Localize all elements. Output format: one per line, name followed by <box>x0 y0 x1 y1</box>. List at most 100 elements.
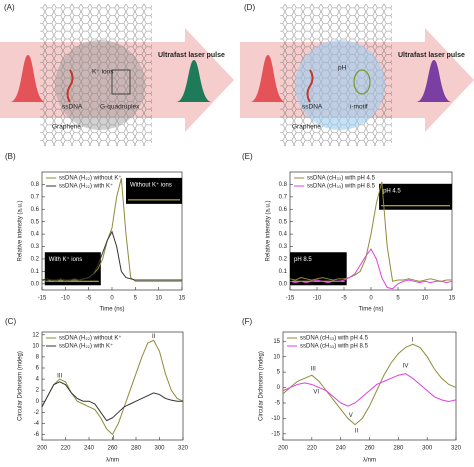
inset-label: pH 4.5 <box>383 188 401 194</box>
x-tick-label: 280 <box>131 446 142 452</box>
y-axis-label: Circular Dichroism (mdeg) <box>18 351 24 421</box>
x-tick-label: 10 <box>422 296 429 302</box>
legend-label: ssDNA (cH₃₃) with pH 8.5 <box>300 344 369 350</box>
x-axis-label: Time (ns) <box>99 307 124 313</box>
x-axis-label: λ/nm <box>106 458 119 464</box>
y-tick-label: 15 <box>273 339 280 345</box>
y-tick-label: 2 <box>36 388 40 394</box>
y-tick-label: 0 <box>36 399 40 405</box>
ssdna-strand <box>306 69 314 103</box>
panel-label: (F) <box>242 317 253 326</box>
y-tick-label: 0.4 <box>31 232 40 238</box>
y-tick-label: -15 <box>271 431 280 437</box>
ion-label: K⁺ ions <box>92 69 114 76</box>
x-tick-label: -15 <box>286 296 295 302</box>
x-tick-label: 5 <box>396 296 400 302</box>
y-tick-label: 0.6 <box>279 207 288 213</box>
y-tick-label: 8 <box>36 355 40 361</box>
x-tick-label: 5 <box>134 296 138 302</box>
ssdna-strand <box>66 69 74 103</box>
y-tick-label: 0.5 <box>31 219 40 225</box>
diagram-d: (D) pH ssDNA i-motif Graphene Ultrafast … <box>240 3 474 146</box>
laser-label: Ultrafast laser pulse <box>158 52 225 59</box>
legend-label: ssDNA (cH₃₃) with pH 4.5 <box>300 336 369 342</box>
y-tick-label: 0.5 <box>279 219 288 225</box>
series-line <box>289 181 452 282</box>
x-tick-label: 260 <box>364 446 375 452</box>
y-axis-label: Relative intensity (a.u.) <box>18 200 24 261</box>
x-tick-label: 15 <box>179 296 186 302</box>
peak-label: I <box>113 435 115 441</box>
y-tick-label: 10 <box>273 354 280 360</box>
ssdna-label: ssDNA <box>62 104 83 111</box>
legend-label: ssDNA (cH₃₃) with pH 4.5 <box>307 176 376 182</box>
y-axis-label: Circular Dichroism (mdeg) <box>259 351 265 421</box>
legend-label: ssDNA (cH₃₃) with pH 8.5 <box>307 184 376 190</box>
graphene-label: Graphene <box>292 124 321 131</box>
x-tick-label: 15 <box>449 296 456 302</box>
peak-label: III <box>57 373 62 379</box>
x-tick-label: 200 <box>278 446 289 452</box>
x-tick-label: 200 <box>37 446 48 452</box>
x-tick-label: -5 <box>341 296 347 302</box>
y-tick-label: 6 <box>36 366 40 372</box>
x-tick-label: 220 <box>60 446 71 452</box>
x-tick-label: 0 <box>110 296 114 302</box>
series-line <box>282 373 457 407</box>
x-axis-label: Time (ns) <box>358 307 383 313</box>
inset-label: Without K⁺ ions <box>130 181 172 188</box>
peak-label: II <box>152 334 156 340</box>
x-tick-label: 320 <box>178 446 189 452</box>
i-motif-shape <box>353 69 371 95</box>
y-tick-label: 0.3 <box>31 244 40 250</box>
panel-label: (E) <box>242 152 253 161</box>
panel-label: (D) <box>244 3 255 12</box>
peak-label: V <box>349 413 353 419</box>
y-tick-label: -10 <box>271 416 280 422</box>
graphene-lattice <box>40 4 152 146</box>
x-tick-label: 260 <box>107 446 118 452</box>
y-tick-label: 0.2 <box>279 257 288 263</box>
inset-label: pH 8.5 <box>294 257 312 263</box>
peak-label: I <box>412 337 414 343</box>
series-line <box>41 339 184 436</box>
inset-image <box>290 252 347 286</box>
y-tick-label: 10 <box>32 343 39 349</box>
y-tick-label: -4 <box>34 421 40 427</box>
x-tick-label: 10 <box>155 296 162 302</box>
laser-label: Ultrafast laser pulse <box>398 52 465 59</box>
output-pulse <box>416 60 452 102</box>
y-tick-label: -5 <box>275 401 281 407</box>
y-tick-label: 12 <box>32 332 39 338</box>
peak-label: III <box>311 367 316 373</box>
y-tick-label: 0.8 <box>279 182 288 188</box>
x-tick-label: 280 <box>393 446 404 452</box>
peak-label: IV <box>403 364 409 370</box>
structure-label: i-motif <box>350 104 368 111</box>
output-pulse <box>176 60 212 102</box>
graphene-label: Graphene <box>52 124 81 131</box>
inset-label: With K⁺ ions <box>49 256 83 263</box>
x-tick-label: 240 <box>84 446 95 452</box>
y-tick-label: 0.2 <box>31 257 40 263</box>
panel-label: (A) <box>4 3 15 12</box>
series-line <box>41 178 182 282</box>
x-tick-label: 0 <box>369 296 373 302</box>
x-tick-label: 320 <box>451 446 462 452</box>
series-line <box>41 230 182 281</box>
x-tick-label: 220 <box>307 446 318 452</box>
x-tick-label: 300 <box>422 446 433 452</box>
y-tick-label: 0.7 <box>279 194 288 200</box>
y-tick-label: 0.0 <box>31 281 40 287</box>
y-tick-label: -2 <box>34 410 40 416</box>
y-tick-label: 0.4 <box>279 232 288 238</box>
legend-label: ssDNA (H₂₂) with K⁺ <box>59 183 113 190</box>
sample-zone <box>55 40 145 130</box>
y-tick-label: 0.3 <box>279 244 288 250</box>
ssdna-label: ssDNA <box>302 104 323 111</box>
y-tick-label: 0.8 <box>31 182 40 188</box>
y-tick-label: 4 <box>36 377 40 383</box>
series-line <box>41 381 183 422</box>
structure-label: G-quadruplex <box>100 104 140 111</box>
